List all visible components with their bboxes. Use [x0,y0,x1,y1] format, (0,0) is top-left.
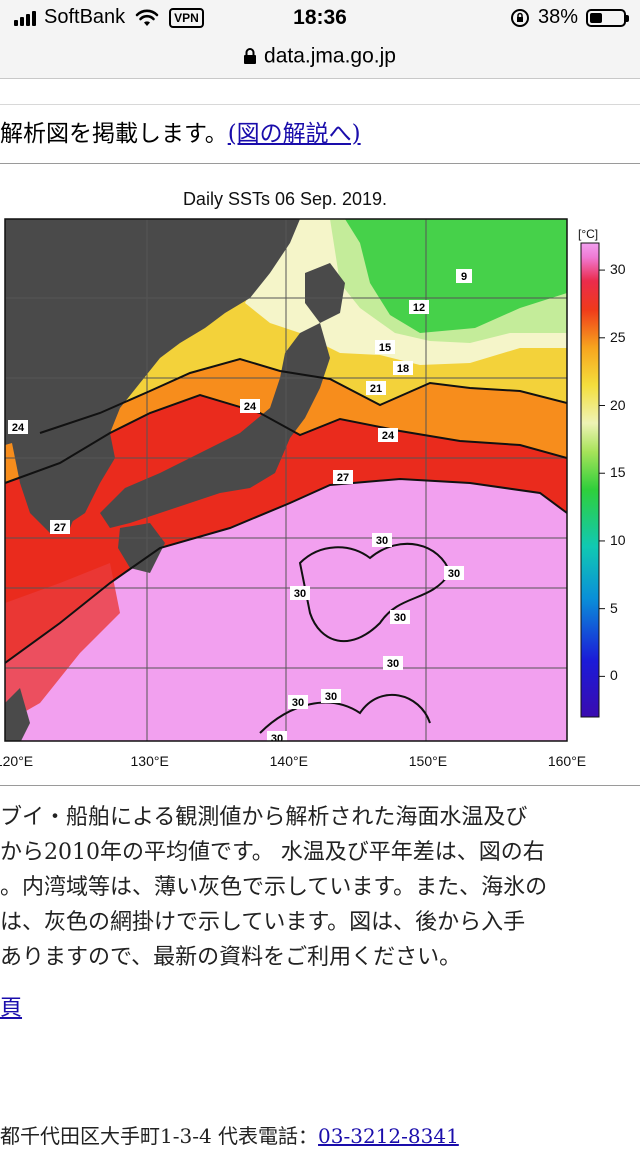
land-taiwan-east [5,688,30,741]
x-tick-label: 130°E [130,753,169,769]
svg-text:30: 30 [292,697,304,709]
land-japan [100,323,330,528]
contour-label: 21 [366,381,386,395]
intro-line: 解析図を掲載します。(図の解説へ) [0,114,640,154]
svg-text:30: 30 [387,658,399,670]
page-link[interactable]: 頁 [0,996,23,1021]
cellular-signal-icon [14,10,36,26]
description-line: ありますので、最新の資料をご利用ください。 [0,945,462,970]
x-tick-label: 160°E [547,753,587,769]
footer-contact: 都千代田区大手町1-3-4 代表電話：03-3212-8341 [0,1120,640,1149]
contour-label: 30 [444,566,464,580]
url-domain: data.jma.go.jp [264,44,396,68]
contour-label: 24 [240,399,260,413]
status-bar: SoftBank VPN 18:36 38% [0,0,640,44]
colorbar-tick-label: 30 [610,261,626,278]
description-line: は、灰色の網掛けで示しています。図は、後から入手 [0,910,526,935]
contour-label: 18 [393,361,413,375]
land-kyushu [118,523,165,573]
sst-map: 9 12 15 18 21 24 24 24 27 27 30 30 30 30… [4,218,605,745]
colorbar-tick-label: 5 [610,599,618,616]
description-text: ブイ・船舶による観測値から解析された海面水温及び から2010年の平均値です。 … [0,800,640,975]
colorbar-tick-label: 0 [610,667,618,684]
divider [0,163,640,164]
colorbar-tick-label: 10 [610,531,626,548]
divider [0,785,640,786]
colorbar-tick-label: 25 [610,328,626,345]
battery-percent: 38% [537,6,578,28]
land-hokkaido [305,263,345,323]
svg-text:9: 9 [461,271,467,283]
sst-zone-coastal [5,563,120,723]
intro-text: 解析図を掲載します。 [0,121,228,147]
isotherm-21 [39,357,567,434]
divider [0,104,640,105]
contour-label: 30 [390,610,410,624]
clock: 18:36 [293,6,347,29]
svg-text:15: 15 [379,342,391,354]
x-tick-label: 140°E [269,753,308,769]
description-line: 。内湾域等は、薄い灰色で示しています。また、海氷の [0,875,548,900]
x-tick-label: 120°E [0,753,34,769]
svg-text:30: 30 [394,612,406,624]
svg-text:24: 24 [382,430,395,442]
phone-link[interactable]: 03-3212-8341 [318,1124,459,1148]
contour-label: 30 [288,695,308,709]
svg-text:30: 30 [376,535,388,547]
battery-icon [586,8,629,27]
carrier-name: SoftBank [44,6,126,28]
contour-label: 9 [456,269,472,283]
x-tick-label: 150°E [408,753,448,769]
svg-text:24: 24 [12,422,25,434]
svg-text:24: 24 [244,401,257,413]
contour-label: 27 [50,520,70,534]
sst-chart: Daily SSTs 06 Sep. 2019. [0,183,640,783]
svg-text:21: 21 [370,383,382,395]
svg-text:27: 27 [54,522,66,534]
lock-icon [244,48,257,65]
isotherm-27 [5,477,567,664]
address-bar[interactable]: data.jma.go.jp [0,44,640,79]
orientation-lock-icon [510,8,529,27]
description-line: から2010年の平均値です。 水温及び平年差は、図の右 [0,840,545,865]
colorbar-unit: [°C] [578,227,599,241]
vpn-badge: VPN [169,7,204,28]
description-line: ブイ・船舶による観測値から解析された海面水温及び [0,805,528,830]
contour-label: 24 [8,420,28,434]
svg-text:27: 27 [337,472,349,484]
svg-text:30: 30 [448,568,460,580]
svg-text:12: 12 [413,302,425,314]
chart-title: Daily SSTs 06 Sep. 2019. [182,189,388,209]
svg-text:30: 30 [294,588,306,600]
svg-text:30: 30 [271,733,283,745]
isotherm-30-south [259,694,431,734]
map-frame [4,218,568,742]
contour-label: 24 [378,428,398,442]
footer-address: 都千代田区大手町1-3-4 代表電話： [0,1124,319,1148]
contour-label: 30 [383,656,403,670]
contour-label: 30 [321,689,341,703]
wifi-icon [135,9,159,26]
contour-label: 30 [267,731,287,745]
contour-label: 30 [372,533,392,547]
colorbar-tick-label: 15 [610,464,626,481]
figure-explanation-link[interactable]: (図の解説へ) [227,121,361,147]
contour-label: 27 [333,470,353,484]
land-asia [5,219,300,523]
svg-text:30: 30 [325,691,337,703]
contour-label: 30 [290,586,310,600]
colorbar-tick-label: 20 [610,396,626,413]
colorbar [580,242,600,718]
isotherm-24 [5,393,567,484]
contour-label: 15 [375,340,395,354]
svg-text:18: 18 [397,363,409,375]
contour-label: 12 [409,300,429,314]
